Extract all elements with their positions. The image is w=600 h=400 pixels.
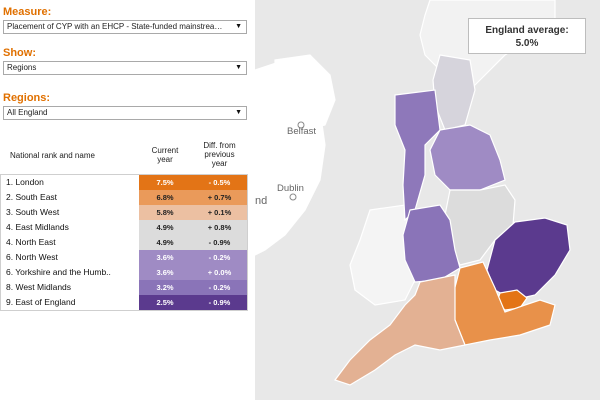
- table-row[interactable]: 9. East of England 2.5% - 0.9%: [0, 295, 248, 310]
- diff-value: + 0.0%: [191, 265, 248, 280]
- diff-value: + 0.1%: [191, 205, 248, 220]
- region-northern-ireland: [274, 54, 336, 131]
- show-dropdown[interactable]: Regions ▼: [3, 61, 247, 75]
- regions-dropdown-value: All England: [7, 108, 48, 117]
- table-row[interactable]: 3. South West 5.8% + 0.1%: [0, 205, 248, 220]
- chevron-down-icon: ▼: [235, 23, 242, 30]
- region-name: 3. South West: [6, 207, 60, 217]
- control-panel: Measure: Placement of CYP with an EHCP -…: [0, 0, 255, 400]
- current-year-value: 6.8%: [139, 190, 191, 205]
- current-year-value: 5.8%: [139, 205, 191, 220]
- england-average-title: England average:: [485, 25, 569, 36]
- measure-dropdown[interactable]: Placement of CYP with an EHCP - State-fu…: [3, 20, 247, 34]
- map-area[interactable]: Belfast Dublin nd: [255, 0, 600, 400]
- region-name: 2. South East: [6, 192, 58, 202]
- current-year-value: 7.5%: [139, 175, 191, 190]
- diff-value: - 0.9%: [191, 295, 248, 310]
- table-header: National rank and name Current year Diff…: [0, 138, 248, 174]
- chevron-down-icon: ▼: [235, 109, 242, 116]
- belfast-marker: [297, 121, 305, 129]
- table-row[interactable]: 6. North West 3.6% - 0.2%: [0, 250, 248, 265]
- diff-value: - 0.9%: [191, 235, 248, 250]
- measure-dropdown-value: Placement of CYP with an EHCP - State-fu…: [7, 22, 227, 31]
- city-label-dublin: Dublin: [277, 183, 304, 194]
- region-name: 8. West Midlands: [6, 282, 72, 292]
- column-header-current: Current year: [151, 146, 179, 164]
- current-year-value: 3.2%: [139, 280, 191, 295]
- city-label-belfast: Belfast: [287, 126, 317, 137]
- england-average-box: England average: 5.0%: [468, 18, 586, 54]
- uk-map: [255, 0, 600, 400]
- partial-country-label: nd: [255, 195, 268, 207]
- region-yorkshire: [429, 124, 506, 191]
- region-south-west: [334, 274, 466, 386]
- current-year-value: 3.6%: [139, 250, 191, 265]
- current-year-value: 2.5%: [139, 295, 191, 310]
- column-header-name: National rank and name: [10, 151, 95, 160]
- region-name: 9. East of England: [6, 297, 76, 307]
- diff-value: + 0.7%: [191, 190, 248, 205]
- current-year-value: 4.9%: [139, 235, 191, 250]
- diff-value: - 0.5%: [191, 175, 248, 190]
- column-header-diff: Diff. from previous year: [203, 141, 236, 168]
- region-name: 6. North West: [6, 252, 58, 262]
- show-label: Show:: [3, 47, 36, 59]
- table-row[interactable]: 4. East Midlands 4.9% + 0.8%: [0, 220, 248, 235]
- table-row[interactable]: 4. North East 4.9% - 0.9%: [0, 235, 248, 250]
- regions-label: Regions:: [3, 92, 51, 104]
- show-dropdown-value: Regions: [7, 63, 37, 72]
- diff-value: + 0.8%: [191, 220, 248, 235]
- table-row[interactable]: 2. South East 6.8% + 0.7%: [0, 190, 248, 205]
- table-row[interactable]: 8. West Midlands 3.2% - 0.2%: [0, 280, 248, 295]
- region-name: 4. North East: [6, 237, 56, 247]
- region-name: 6. Yorkshire and the Humb..: [6, 267, 111, 277]
- regions-dropdown[interactable]: All England ▼: [3, 106, 247, 120]
- current-year-value: 4.9%: [139, 220, 191, 235]
- region-west-midlands: [402, 204, 461, 283]
- diff-value: - 0.2%: [191, 280, 248, 295]
- table-row[interactable]: 1. London 7.5% - 0.5%: [0, 175, 248, 190]
- measure-label: Measure:: [3, 6, 52, 18]
- england-average-value: 5.0%: [515, 38, 539, 49]
- current-year-value: 3.6%: [139, 265, 191, 280]
- table-row[interactable]: 6. Yorkshire and the Humb.. 3.6% + 0.0%: [0, 265, 248, 280]
- diff-value: - 0.2%: [191, 250, 248, 265]
- region-name: 4. East Midlands: [6, 222, 69, 232]
- chevron-down-icon: ▼: [235, 64, 242, 71]
- region-name: 1. London: [6, 177, 44, 187]
- dublin-marker: [289, 193, 297, 201]
